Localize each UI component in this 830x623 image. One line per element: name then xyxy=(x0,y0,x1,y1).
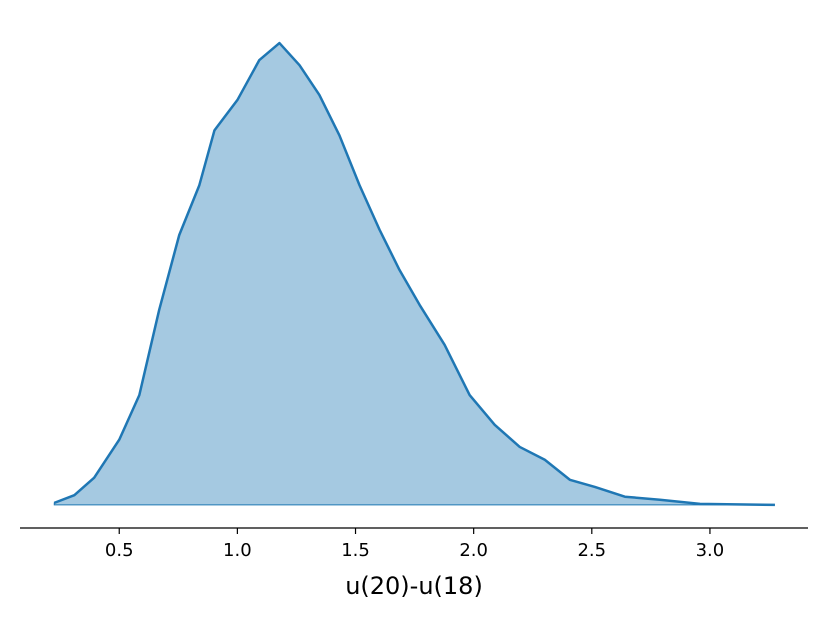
x-tick-label: 2.5 xyxy=(577,540,606,561)
density-area xyxy=(53,42,775,506)
x-axis-label: u(20)-u(18) xyxy=(345,572,483,600)
x-tick-label: 0.5 xyxy=(105,540,134,561)
density-line xyxy=(53,41,775,507)
x-tick-label: 3.0 xyxy=(696,540,725,561)
x-tick-label: 2.0 xyxy=(459,540,488,561)
x-tick-label: 1.0 xyxy=(223,540,252,561)
x-tick-label: 1.5 xyxy=(341,540,370,561)
